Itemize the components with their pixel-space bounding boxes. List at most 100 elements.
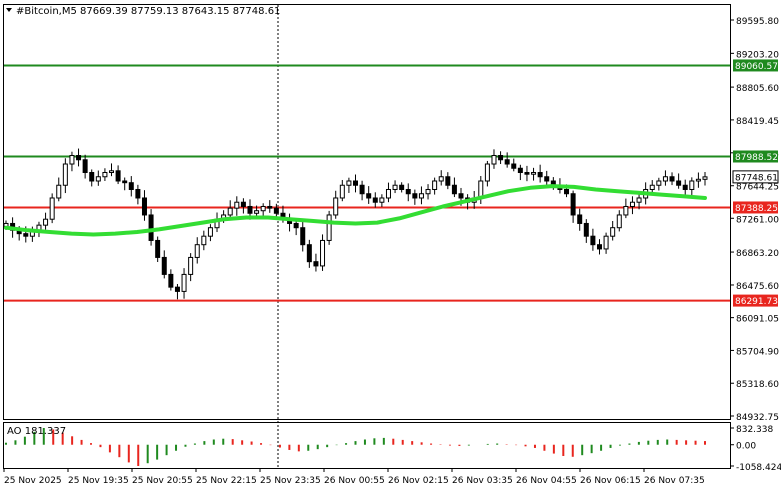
candle-body xyxy=(161,256,167,275)
candle-body xyxy=(603,235,609,250)
candle-body xyxy=(260,205,266,212)
triangle-down-icon[interactable] xyxy=(6,8,12,12)
candle-body xyxy=(524,172,530,175)
candle-body xyxy=(689,180,695,190)
price-tick-label: 87644.25 xyxy=(736,183,779,193)
candle-body xyxy=(531,172,537,175)
price-tick-label: 85318.60 xyxy=(736,380,779,390)
candle-body xyxy=(115,170,121,182)
time-tick-label: 25 Nov 19:35 xyxy=(68,476,129,486)
candle-body xyxy=(43,218,49,226)
time-tick-label: 25 Nov 20:55 xyxy=(132,476,193,486)
candle-body xyxy=(62,163,68,186)
candle-body xyxy=(498,155,504,161)
candle-body xyxy=(339,184,345,199)
candle-body xyxy=(379,197,385,203)
price-tick-label: 88419.45 xyxy=(736,117,779,127)
candle-body xyxy=(201,235,207,246)
ao-axis: 832.338 0.00 -1058.424 xyxy=(730,425,781,473)
ao-histogram xyxy=(5,428,706,466)
candle-body xyxy=(346,180,352,186)
candle-body xyxy=(56,184,62,199)
candle-body xyxy=(181,273,187,292)
candle-body xyxy=(141,197,147,216)
candle-body xyxy=(168,273,174,288)
candle-body xyxy=(425,188,431,195)
candle-body xyxy=(333,197,339,216)
candle-body xyxy=(366,193,372,199)
candle-body xyxy=(544,176,550,182)
level-label-box xyxy=(733,59,778,72)
candle-body xyxy=(293,222,299,229)
price-tick-label: 89595.80 xyxy=(736,17,779,27)
candle-body xyxy=(95,176,101,182)
time-tick-label: 26 Nov 03:35 xyxy=(452,476,513,486)
candle-body xyxy=(353,180,358,186)
candle-body xyxy=(188,256,194,275)
time-tick-label: 26 Nov 02:15 xyxy=(388,476,449,486)
level-label: 86291.73 xyxy=(735,297,778,307)
candle-body xyxy=(82,159,88,174)
candle-body xyxy=(300,227,306,246)
price-tick-label: 88805.60 xyxy=(736,84,779,94)
level-label: 89060.57 xyxy=(735,62,778,72)
candle-body xyxy=(412,193,418,199)
candle-body xyxy=(517,167,523,174)
level-label: 87388.25 xyxy=(735,204,778,214)
candle-body xyxy=(662,176,668,182)
candle-body xyxy=(49,197,55,220)
candle-body xyxy=(610,227,616,237)
candle-body xyxy=(372,197,378,203)
time-tick-label: 25 Nov 23:35 xyxy=(260,476,321,486)
candle-body xyxy=(491,155,497,165)
level-label-box xyxy=(732,170,779,184)
candle-body xyxy=(326,214,332,241)
time-axis: 25 Nov 2025 25 Nov 19:35 25 Nov 20:55 25 No… xyxy=(3,468,705,486)
candlestick-series xyxy=(3,148,708,300)
candle-body xyxy=(320,239,326,267)
price-tick-label: 86475.60 xyxy=(736,282,779,292)
ao-tick-label: 832.338 xyxy=(736,425,773,435)
candle-body xyxy=(564,188,570,195)
candle-body xyxy=(570,193,576,216)
candle-body xyxy=(306,244,312,263)
ao-tick-label: 0.00 xyxy=(736,442,756,452)
candle-body xyxy=(583,222,589,237)
candle-body xyxy=(148,214,154,241)
candle-body xyxy=(451,184,457,195)
candle-body xyxy=(89,172,95,182)
candle-body xyxy=(649,184,655,190)
level-labels: 89060.57 87988.52 87748.61 87388.25 86291.73 xyxy=(732,59,779,307)
candle-body xyxy=(682,184,688,190)
candle-body xyxy=(511,163,517,169)
candle-body xyxy=(135,188,141,199)
time-tick-label: 26 Nov 06:15 xyxy=(580,476,641,486)
candle-body xyxy=(240,201,246,207)
price-tick-label: 86091.05 xyxy=(736,315,779,325)
candle-body xyxy=(313,261,319,267)
candle-body xyxy=(227,207,233,216)
price-tick-label: 89203.20 xyxy=(736,50,779,60)
candle-body xyxy=(194,244,200,258)
price-tick-label: 84932.75 xyxy=(736,413,779,423)
candle-body xyxy=(577,214,583,224)
symbol-info: #Bitcoin,M5 87669.39 87759.13 87643.15 8… xyxy=(16,6,280,17)
candle-body xyxy=(405,188,411,195)
candle-body xyxy=(23,233,29,237)
candle-body xyxy=(254,210,260,214)
candle-body xyxy=(596,244,602,250)
candle-body xyxy=(385,188,391,199)
time-tick-label: 25 Nov 22:15 xyxy=(196,476,257,486)
candle-body xyxy=(438,176,444,182)
candle-body xyxy=(458,193,464,199)
price-tick-label: 85704.90 xyxy=(736,347,779,357)
candle-body xyxy=(247,205,253,214)
time-tick-label: 26 Nov 04:55 xyxy=(516,476,577,486)
level-label-box xyxy=(733,201,778,214)
candle-body xyxy=(590,235,596,246)
candle-body xyxy=(273,207,279,214)
main-plot-frame xyxy=(3,4,731,420)
candle-body xyxy=(636,197,642,203)
candle-body xyxy=(418,193,424,199)
